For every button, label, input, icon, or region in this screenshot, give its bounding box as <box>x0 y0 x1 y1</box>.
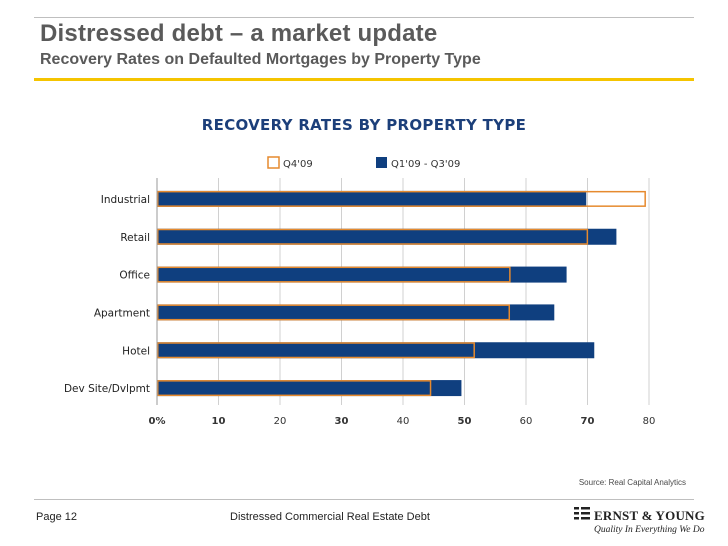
title-underline <box>34 78 694 81</box>
x-tick-label: 40 <box>397 416 410 427</box>
legend-label-q1-q3: Q1'09 - Q3'09 <box>391 159 460 170</box>
page-number: Page 12 <box>36 511 77 523</box>
logo-name: ERNST & YOUNG <box>594 508 705 523</box>
logo-tagline: Quality In Everything We Do <box>594 525 705 535</box>
x-tick-label: 50 <box>458 416 472 427</box>
legend-swatch-q4 <box>267 156 280 169</box>
category-label: Apartment <box>94 307 150 319</box>
bar-q4 <box>157 304 511 321</box>
page-subtitle: Recovery Rates on Defaulted Mortgages by… <box>40 51 481 68</box>
x-tick-label: 60 <box>520 416 533 427</box>
category-label: Office <box>119 270 150 282</box>
logo-mark-icon <box>574 507 590 521</box>
category-label: Dev Site/Dvlpmt <box>64 383 150 395</box>
x-tick-label: 70 <box>581 416 595 427</box>
chart-title: RECOVERY RATES BY PROPERTY TYPE <box>201 116 527 134</box>
legend-label-q4: Q4'09 <box>283 159 313 170</box>
x-tick-label: 10 <box>212 416 226 427</box>
bar-q4 <box>157 342 475 359</box>
category-label: Hotel <box>122 345 150 357</box>
x-tick-label: 0% <box>149 416 166 427</box>
top-rule <box>34 17 694 18</box>
legend-swatch-q1-q3 <box>376 157 387 168</box>
x-tick-label: 20 <box>274 416 287 427</box>
bar-q1-q3 <box>157 342 595 359</box>
category-label: Industrial <box>101 194 150 206</box>
bar-q4 <box>157 266 511 283</box>
footer-title: Distressed Commercial Real Estate Debt <box>230 511 430 523</box>
x-tick-label: 80 <box>643 416 656 427</box>
source-note: Source: Real Capital Analytics <box>578 478 686 487</box>
bar-q1-q3 <box>157 228 617 245</box>
x-tick-label: 30 <box>335 416 349 427</box>
category-label: Retail <box>120 232 150 244</box>
bar-q4 <box>157 190 646 207</box>
bar-q1-q3 <box>157 380 462 397</box>
page-title: Distressed debt – a market update <box>40 20 438 47</box>
bar-q1-q3 <box>157 190 587 207</box>
ernst-young-logo: ERNST & YOUNG Quality In Everything We D… <box>574 506 705 540</box>
bar-q1-q3 <box>157 304 555 321</box>
footer-rule <box>34 499 694 500</box>
bar-q4 <box>157 228 589 245</box>
recovery-rate-chart: 0% 10 20 30 40 50 60 70 80 Q4'09 Q1'09 - Q3'09 Indu… <box>64 156 656 427</box>
bar-q4 <box>157 380 432 397</box>
bar-q1-q3 <box>157 266 567 283</box>
